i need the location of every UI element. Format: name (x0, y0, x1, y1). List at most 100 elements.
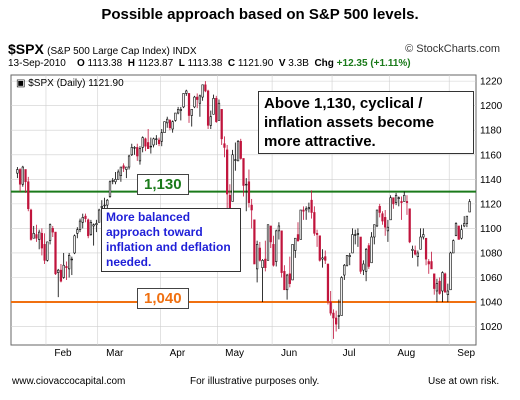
level-label-1130: 1,130 (137, 174, 189, 195)
x-axis: Feb Mar Apr May Jun Jul Aug Sep (54, 348, 475, 359)
candle (277, 222, 281, 240)
candle (176, 106, 180, 115)
annotation-balanced: More balanced approach toward inflation … (101, 208, 241, 272)
candle (362, 260, 365, 276)
candle (288, 256, 291, 288)
candle (160, 129, 163, 147)
y-tick-label: 1180 (480, 126, 502, 137)
change-label: Chg (314, 58, 334, 69)
candle (367, 243, 370, 269)
candle (245, 178, 248, 212)
candle (272, 235, 275, 267)
candle (65, 261, 68, 280)
candle (171, 120, 174, 133)
candle (38, 229, 41, 250)
candle (141, 136, 144, 153)
candle (81, 213, 84, 229)
candle (144, 137, 147, 152)
candle (193, 95, 196, 109)
candle (119, 166, 123, 182)
ticker-description: (S&P 500 Large Cap Index) INDX (47, 46, 197, 57)
y-axis: 1020 1040 1060 1080 1100 1120 1140 1160 1180 1200… (480, 77, 503, 333)
candle (313, 206, 316, 236)
candle (373, 224, 376, 245)
candle (294, 237, 297, 258)
candle (416, 250, 419, 267)
candle (108, 180, 112, 198)
candle (242, 158, 245, 197)
quote-line: 13-Sep-2010 O 1113.38 H 1123.87 L 1113.3… (8, 58, 411, 69)
y-tick-label: 1060 (480, 273, 503, 284)
candle (370, 232, 373, 264)
candle (468, 199, 471, 213)
candle (264, 240, 267, 272)
candle (92, 223, 95, 246)
candle (163, 121, 166, 133)
candle (435, 278, 439, 303)
quote-date: 13-Sep-2010 (8, 58, 66, 69)
candle (32, 225, 35, 239)
candle (209, 110, 212, 129)
low-value: 1113.38 (187, 58, 223, 69)
candle (130, 143, 133, 156)
candle (40, 228, 44, 256)
candle (335, 310, 338, 332)
candle (359, 236, 362, 274)
candle (280, 230, 283, 278)
candle (348, 252, 351, 266)
candle (283, 265, 286, 291)
chart-title: Possible approach based on S&P 500 level… (101, 6, 419, 23)
candle (354, 229, 357, 245)
candle (234, 142, 237, 171)
candle (419, 228, 422, 250)
candle (465, 215, 469, 228)
candle (190, 109, 193, 127)
candle (152, 137, 155, 148)
level-1130-text: 1,130 (144, 176, 182, 193)
level-1040-text: 1,040 (144, 290, 182, 307)
candle (318, 235, 321, 262)
candle (454, 222, 458, 237)
candle (133, 146, 136, 155)
open-value: 1113.38 (87, 58, 123, 69)
candle (62, 252, 65, 279)
candle (443, 272, 447, 293)
candle (220, 109, 223, 145)
annotation-inflation: Above 1,130, cyclical / inflation assets… (258, 91, 474, 154)
candle (457, 225, 460, 240)
candle (345, 255, 349, 267)
candle (414, 245, 417, 256)
candle (291, 244, 294, 281)
candle (392, 197, 395, 209)
y-tick-label: 1100 (480, 224, 502, 235)
x-tick-label: May (225, 348, 244, 359)
candle (84, 213, 87, 223)
candle (378, 203, 381, 218)
x-tick-label: Jul (343, 348, 356, 359)
candle (59, 264, 63, 283)
candle (324, 250, 327, 264)
candle (54, 231, 57, 276)
candle (68, 252, 71, 278)
candle (136, 143, 139, 161)
candle (215, 95, 218, 123)
candle (305, 206, 308, 220)
candle (405, 195, 409, 215)
candle (187, 93, 191, 123)
candle (321, 249, 324, 268)
candle (315, 229, 319, 247)
volume-label: V (278, 58, 286, 69)
candle (250, 198, 253, 229)
candle (111, 178, 114, 185)
y-tick-label: 1160 (480, 150, 502, 161)
candle (247, 169, 251, 208)
annotation-inflation-text: Above 1,130, cyclical / inflation assets… (264, 95, 435, 150)
annotation-balanced-text: More balanced approach toward inflation … (106, 210, 231, 269)
open-label: O (76, 58, 85, 69)
candle (114, 171, 117, 185)
candle (204, 81, 207, 93)
candle (332, 309, 335, 339)
candle (266, 224, 270, 261)
footer-disclaimer: For illustrative purposes only. (190, 376, 320, 387)
candle (438, 277, 441, 295)
